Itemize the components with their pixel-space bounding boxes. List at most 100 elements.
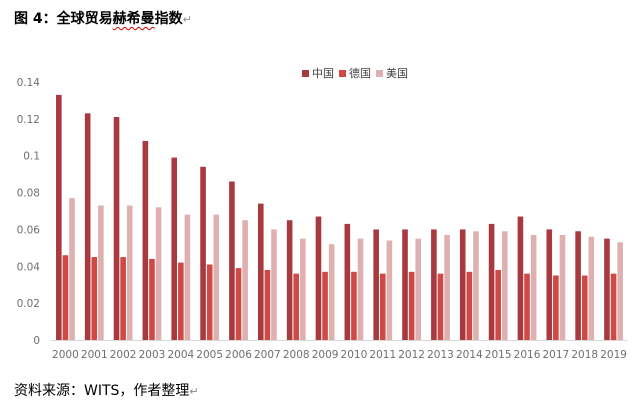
x-tick-label: 2018	[571, 349, 598, 361]
bar-美国-2009	[328, 244, 335, 340]
bar-德国-2011	[379, 273, 386, 340]
bar-中国-2016	[517, 216, 524, 340]
bar-德国-2003	[149, 258, 155, 340]
bar-德国-2019	[610, 273, 617, 340]
figure-title-squiggle-2: 曼	[140, 11, 155, 27]
bar-德国-2002	[120, 257, 126, 340]
x-tick-label: 2014	[456, 349, 483, 361]
legend-swatch-美国	[376, 70, 383, 77]
bar-德国-2009	[322, 271, 328, 340]
x-tick-label: 2012	[398, 349, 425, 361]
bar-德国-2016	[524, 273, 530, 340]
bar-美国-2015	[501, 231, 508, 340]
bar-中国-2004	[171, 157, 178, 340]
figure-source-text: 资料来源：WITS，作者整理	[14, 383, 190, 399]
x-tick-label: 2010	[341, 349, 368, 361]
y-tick-label: 0	[33, 335, 40, 347]
y-tick-label: 0.08	[17, 188, 40, 200]
bar-中国-2005	[200, 166, 206, 340]
bar-德国-2001	[91, 257, 98, 340]
figure-title-squiggle-1: 赫希	[112, 11, 141, 27]
bar-美国-2014	[473, 231, 479, 340]
bar-中国-2015	[488, 223, 495, 340]
x-tick-label: 2004	[167, 349, 194, 361]
bar-中国-2002	[113, 117, 120, 340]
y-tick-label: 0.1	[23, 151, 40, 163]
bar-美国-2002	[126, 205, 133, 340]
bar-中国-2013	[431, 229, 437, 340]
x-tick-label: 2009	[312, 349, 339, 361]
bar-中国-2017	[546, 229, 553, 340]
bar-美国-2004	[184, 214, 191, 340]
bar-德国-2000	[62, 255, 69, 340]
x-tick-label: 2005	[196, 349, 223, 361]
bar-德国-2018	[581, 275, 588, 340]
bar-中国-2001	[84, 113, 91, 340]
x-tick-label: 2006	[225, 349, 252, 361]
bar-美国-2000	[69, 198, 75, 340]
bar-美国-2005	[213, 214, 220, 340]
bar-美国-2011	[386, 240, 393, 340]
bar-中国-2000	[56, 94, 62, 341]
bar-德国-2014	[466, 271, 473, 340]
bar-中国-2010	[344, 223, 351, 340]
x-tick-label: 2016	[514, 349, 541, 361]
bar-美国-2003	[155, 207, 162, 340]
bar-美国-2016	[530, 234, 537, 340]
bar-中国-2009	[315, 216, 322, 340]
bar-德国-2013	[437, 273, 444, 340]
y-tick-label: 0.12	[17, 114, 40, 126]
legend-swatch-中国	[302, 70, 309, 77]
x-tick-label: 2008	[283, 349, 310, 361]
bar-美国-2012	[415, 238, 422, 340]
x-tick-label: 2011	[369, 349, 396, 361]
bar-德国-2004	[178, 262, 184, 340]
bar-德国-2010	[351, 271, 357, 340]
bar-中国-2018	[575, 231, 581, 340]
bar-中国-2014	[459, 229, 466, 340]
x-tick-label: 2002	[110, 349, 137, 361]
bar-中国-2012	[402, 229, 408, 340]
bar-美国-2008	[300, 238, 306, 340]
paragraph-return-mark: ↵	[182, 13, 192, 26]
legend-label: 德国	[349, 66, 371, 80]
bar-德国-2015	[495, 269, 501, 340]
bar-美国-2019	[617, 242, 623, 340]
bar-美国-2018	[588, 236, 595, 340]
bar-德国-2006	[235, 268, 242, 340]
legend-label: 中国	[312, 67, 334, 80]
paragraph-return-mark: ↵	[189, 385, 199, 398]
legend-swatch-德国	[339, 70, 346, 77]
figure-title: 图 4：全球贸易赫希曼指数↵	[14, 8, 192, 28]
bar-美国-2006	[242, 220, 248, 340]
bar-美国-2013	[444, 234, 450, 340]
bar-美国-2001	[98, 205, 104, 340]
bar-中国-2007	[257, 203, 264, 340]
x-tick-label: 2019	[600, 349, 627, 361]
y-tick-label: 0.06	[17, 224, 41, 236]
x-tick-label: 2000	[52, 349, 79, 361]
figure-title-suffix: 指数	[154, 11, 183, 27]
bar-美国-2017	[559, 234, 566, 340]
x-tick-label: 2003	[139, 349, 166, 361]
x-tick-label: 2017	[543, 349, 570, 361]
bar-德国-2005	[206, 264, 213, 340]
x-tick-label: 2013	[427, 349, 454, 361]
bar-美国-2010	[357, 238, 364, 340]
bar-德国-2012	[408, 271, 415, 340]
y-tick-label: 0.14	[17, 77, 41, 89]
figure-source-note: 资料来源：WITS，作者整理↵	[14, 380, 199, 400]
y-tick-label: 0.02	[17, 298, 40, 310]
figure-title-prefix: 图 4：全球贸易	[14, 11, 113, 27]
x-tick-label: 2001	[81, 349, 108, 361]
bar-德国-2007	[264, 269, 271, 340]
bar-美国-2007	[271, 229, 277, 340]
bar-中国-2008	[286, 220, 293, 340]
x-tick-label: 2015	[485, 349, 512, 361]
bar-中国-2006	[229, 181, 235, 340]
x-tick-label: 2007	[254, 349, 281, 361]
bar-中国-2011	[373, 229, 379, 340]
legend-label: 美国	[386, 67, 408, 80]
y-tick-label: 0.04	[17, 261, 41, 273]
